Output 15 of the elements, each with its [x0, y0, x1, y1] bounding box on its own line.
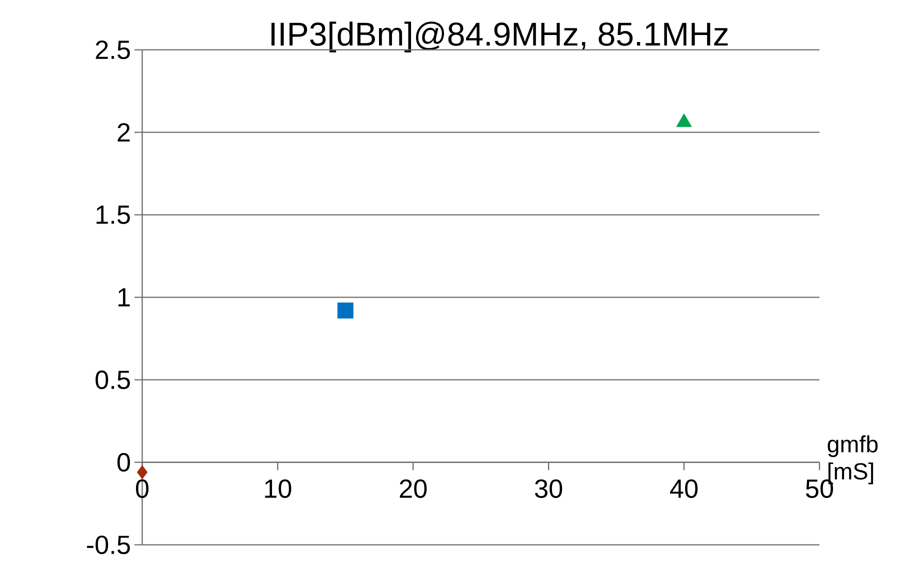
- y-tick-label: 0: [117, 453, 130, 472]
- x-tick-label: 20: [400, 479, 427, 498]
- y-tick-label: 1.5: [96, 206, 130, 224]
- y-tick-label: 2.5: [96, 40, 130, 60]
- point: [136, 465, 148, 480]
- y-tick-label: 2: [118, 123, 130, 142]
- y-tick-label: -0.5: [87, 536, 130, 554]
- x-tick-label: 10: [265, 479, 292, 498]
- point: [337, 302, 354, 319]
- x-tick-label: 30: [535, 479, 562, 498]
- x-tick-label: 40: [670, 479, 698, 498]
- chart-title: IIP3[dBm]@84.9MHz, 85.1MHz: [272, 22, 728, 52]
- y-tick-label: 1: [118, 288, 130, 306]
- y-tick-label: 0.5: [96, 370, 130, 390]
- point: [676, 114, 692, 128]
